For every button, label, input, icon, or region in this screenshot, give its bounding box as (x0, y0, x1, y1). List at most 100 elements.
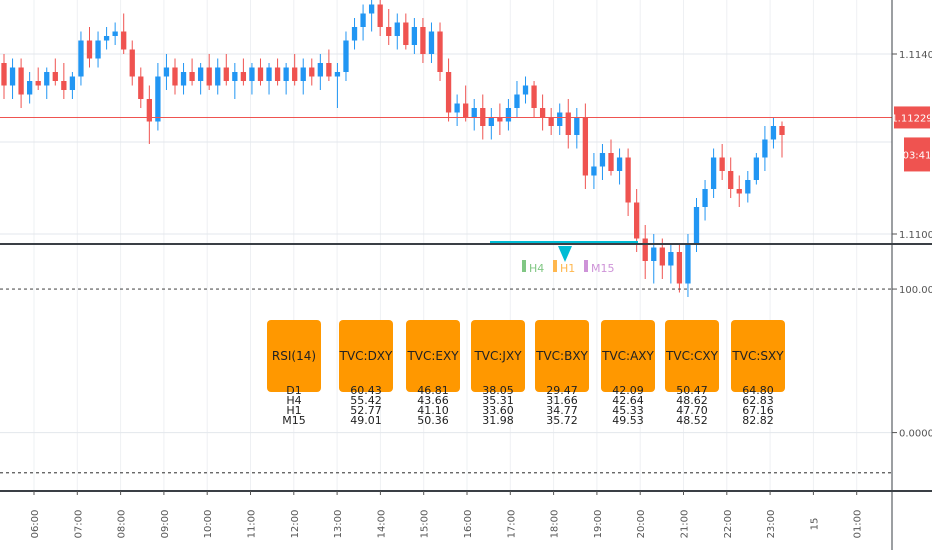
candle (283, 63, 289, 95)
candle (326, 49, 332, 81)
candle-body (138, 76, 144, 99)
rsi-table-cell: 41.10 (417, 404, 449, 417)
candle (377, 0, 383, 36)
countdown-label: 03:41 (903, 150, 932, 161)
candle-body (582, 117, 589, 176)
rsi-table-cell: 55.42 (350, 394, 382, 407)
candle (129, 40, 135, 86)
candle (240, 58, 247, 86)
candle-body (574, 117, 580, 135)
candle-body (685, 243, 691, 284)
time-tick-label: 23:00 (766, 510, 777, 539)
candle (411, 18, 418, 54)
rsi-table-header: RSI(14) (272, 349, 316, 363)
candlestick-series (1, 0, 785, 297)
candle (770, 117, 777, 149)
candle (728, 157, 734, 198)
candle (360, 4, 366, 41)
candle (180, 63, 187, 95)
rsi-table-cell: 50.36 (417, 414, 449, 427)
legend-swatch (553, 260, 557, 272)
candle (642, 225, 648, 279)
candle-body (1, 63, 7, 86)
candle (95, 31, 101, 68)
candle (35, 67, 41, 90)
candle (146, 85, 152, 144)
candle-body (18, 67, 24, 95)
candle (488, 108, 494, 140)
candle (9, 58, 16, 99)
rsi-table-header-box (665, 320, 719, 392)
candle-body (52, 72, 58, 81)
candle (309, 58, 315, 86)
rsi-table-cell: 43.66 (417, 394, 449, 407)
time-tick-label: 14:00 (376, 510, 387, 539)
candle-body (428, 31, 435, 54)
legend-strip (490, 241, 638, 244)
rsi-table-cell: 45.33 (612, 404, 644, 417)
candle-body (736, 189, 742, 194)
candle-body (360, 13, 366, 27)
candle-body (206, 67, 212, 86)
candle-body (44, 72, 50, 86)
rsi-table-cell: 64.80 (742, 384, 774, 397)
candle (103, 27, 110, 50)
time-tick-label: 09:00 (160, 510, 171, 539)
rsi-table-header-box (601, 320, 655, 392)
candle (745, 171, 751, 203)
rsi-table-header: TVC:JXY (473, 349, 522, 363)
candle (257, 58, 264, 86)
candle-body (702, 189, 708, 207)
rsi-table-cell: 35.31 (482, 394, 514, 407)
rsi-table-cell: 42.09 (612, 384, 644, 397)
candle-body (223, 67, 229, 81)
rsi-table-cell: 60.43 (350, 384, 382, 397)
candle (557, 103, 563, 135)
rsi-table-cell: D1 (286, 384, 301, 397)
candle (52, 58, 58, 86)
candle-body (292, 67, 298, 81)
price-tick-label: 1.11400 (899, 50, 932, 61)
candle-body (539, 108, 546, 117)
candle (386, 9, 392, 45)
candle-body (565, 112, 571, 135)
candle-body (189, 72, 195, 81)
candle-body (300, 67, 306, 81)
candle (574, 108, 580, 149)
candle (69, 72, 76, 99)
candle-body (728, 171, 734, 189)
candle-body (779, 126, 785, 135)
rsi-table-header-box (535, 320, 589, 392)
candle-body (249, 67, 255, 81)
candle-body (591, 166, 597, 176)
candle (753, 153, 760, 185)
candle-body (377, 4, 383, 27)
time-tick-label: 20:00 (636, 510, 647, 539)
candle-body (215, 67, 221, 86)
candle-body (69, 76, 76, 90)
candle (86, 27, 93, 68)
time-tick-label: 15 (809, 518, 820, 531)
rsi-table-cell: 33.60 (482, 404, 514, 417)
time-tick-label: 13:00 (333, 510, 344, 539)
candle-body (693, 207, 700, 243)
rsi-table-header-box (731, 320, 785, 392)
candle-body (103, 36, 110, 41)
candle-body (420, 27, 426, 54)
legend-swatch (584, 260, 588, 272)
legend-label: H4 (529, 262, 544, 275)
candle (548, 108, 554, 135)
candle-body (719, 157, 725, 171)
time-tick-label: 17:00 (506, 510, 517, 539)
candle-body (343, 40, 349, 72)
candle-body (634, 202, 640, 239)
rsi-table-cell: 50.47 (676, 384, 708, 397)
candle (26, 72, 33, 104)
candle-body (616, 157, 623, 171)
candle-body (368, 4, 375, 14)
candle-body (95, 40, 101, 59)
